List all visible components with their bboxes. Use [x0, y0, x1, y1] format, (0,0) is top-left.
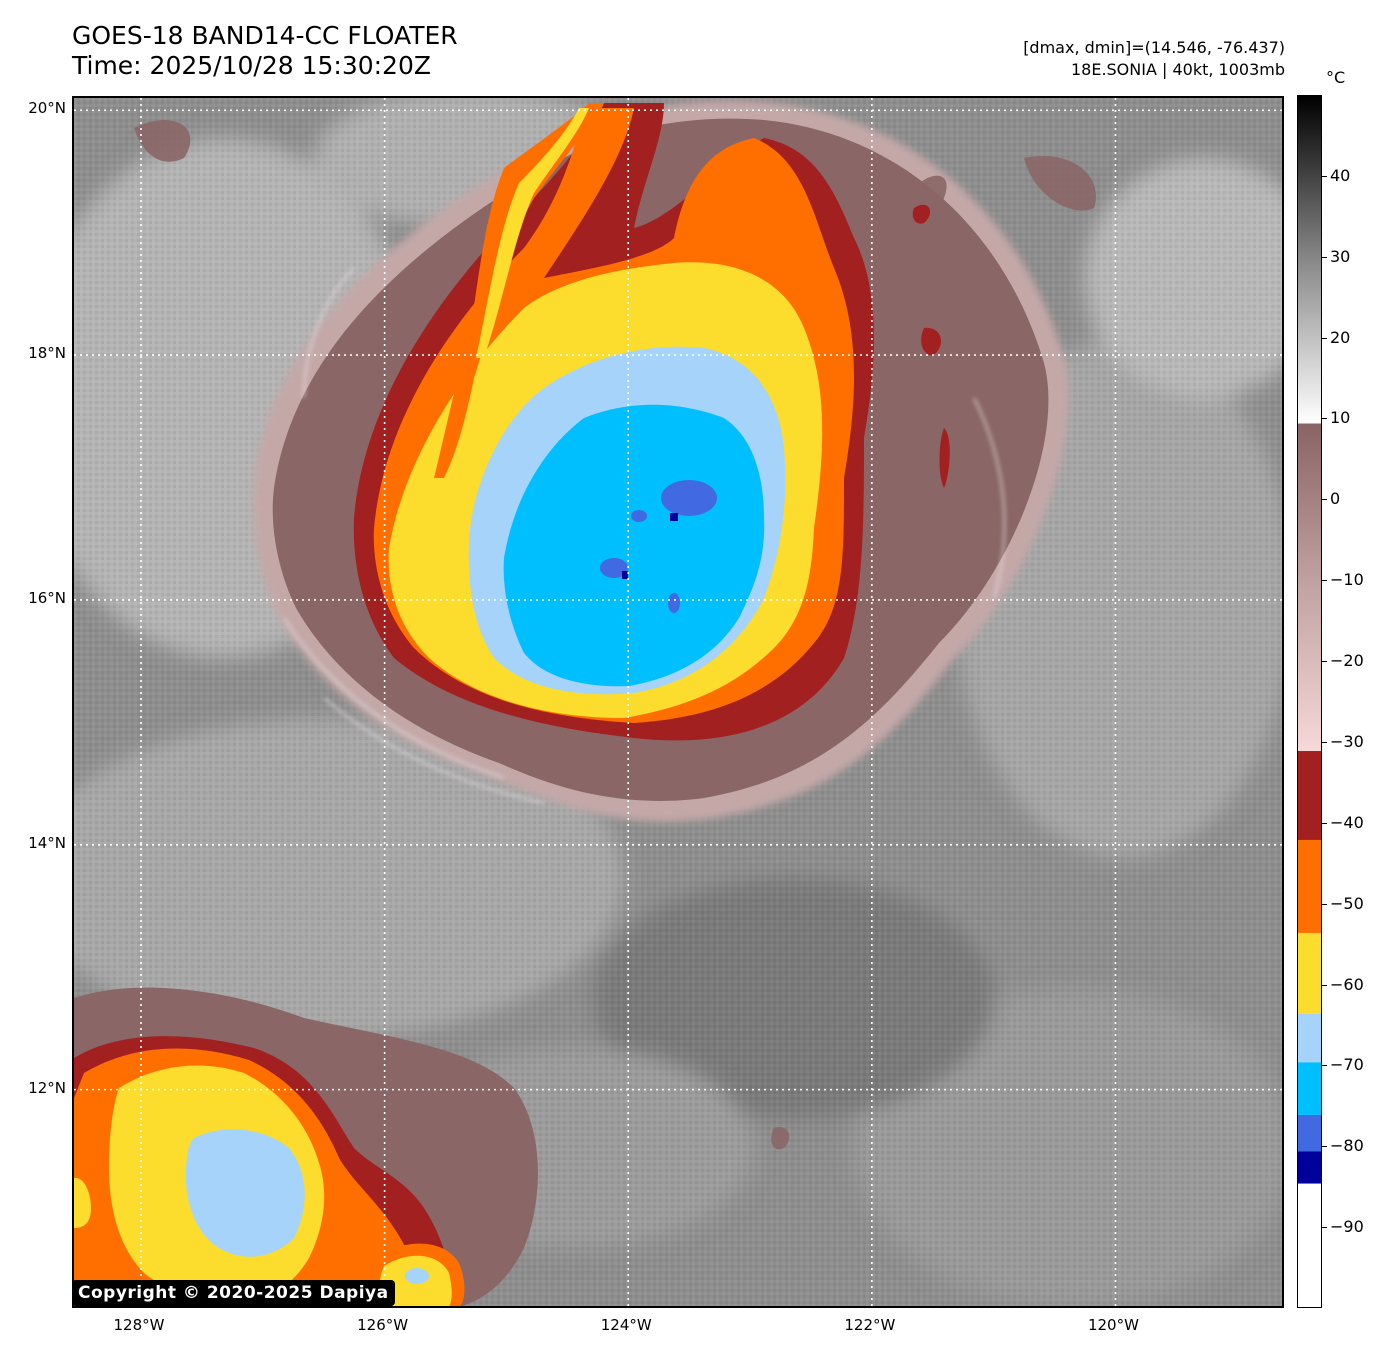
- colorbar-band: [1298, 1013, 1321, 1063]
- colorbar-label: 30: [1330, 246, 1351, 266]
- temperature-colorbar: [1297, 95, 1322, 1308]
- colorbar-tick: [1322, 1146, 1327, 1148]
- colorbar-unit: °C: [1326, 68, 1346, 87]
- lon-label: 128°W: [113, 1316, 165, 1334]
- colorbar-tick: [1322, 175, 1327, 177]
- range-info: [dmax, dmin]=(14.546, -76.437): [1023, 38, 1285, 57]
- lon-label: 126°W: [357, 1316, 409, 1334]
- storm-info: 18E.SONIA | 40kt, 1003mb: [1070, 60, 1285, 79]
- colorbar-label: −10: [1330, 570, 1364, 590]
- colorbar-tick: [1322, 580, 1327, 582]
- lon-label: 124°W: [600, 1316, 652, 1334]
- colorbar-label: −70: [1330, 1055, 1364, 1075]
- title-line-1: GOES-18 BAND14-CC FLOATER: [72, 21, 458, 50]
- lat-label: 18°N: [28, 344, 66, 363]
- satellite-image: [74, 98, 1282, 1306]
- colorbar-tick: [1322, 1065, 1327, 1067]
- colorbar-band: [1298, 96, 1321, 424]
- colorbar-tick: [1322, 256, 1327, 258]
- lat-label: 16°N: [28, 588, 66, 607]
- colorbar-band: [1298, 423, 1321, 752]
- colorbar-tick: [1322, 337, 1327, 339]
- colorbar-tick: [1322, 418, 1327, 420]
- colorbar-label: −80: [1330, 1136, 1364, 1156]
- colorbar-tick: [1322, 822, 1327, 824]
- storm-southwest: [74, 987, 538, 1306]
- colorbar-band: [1298, 1062, 1321, 1115]
- colorbar-label: −90: [1330, 1217, 1364, 1237]
- lat-label: 14°N: [28, 833, 66, 852]
- colorbar-label: −40: [1330, 812, 1364, 832]
- colorbar-label: 40: [1330, 165, 1351, 185]
- contour-minus-70: [503, 404, 765, 687]
- colorbar-label: −20: [1330, 651, 1364, 671]
- lat-label: 20°N: [28, 99, 66, 118]
- colorbar-label: −30: [1330, 731, 1364, 751]
- colorbar-label: −50: [1330, 893, 1364, 913]
- colorbar-band: [1298, 1183, 1321, 1307]
- colorbar-label: 20: [1330, 327, 1351, 347]
- storm-sonia: [252, 100, 1069, 822]
- lon-label: 122°W: [844, 1316, 896, 1334]
- satellite-map: [72, 96, 1284, 1308]
- lat-label: 12°N: [28, 1078, 66, 1097]
- colorbar-band: [1298, 1151, 1321, 1184]
- colorbar-band: [1298, 751, 1321, 840]
- title-line-2: Time: 2025/10/28 15:30:20Z: [72, 51, 431, 80]
- colorbar-tick: [1322, 499, 1327, 501]
- contour-minus-80: [600, 480, 717, 613]
- colorbar-tick: [1322, 661, 1327, 663]
- lat-lon-grid: [74, 98, 1282, 1306]
- copyright-badge: Copyright © 2020-2025 Dapiya: [72, 1280, 395, 1306]
- contour-minus-84: [622, 513, 678, 579]
- colorbar-tick: [1322, 1227, 1327, 1229]
- colorbar-label: −60: [1330, 974, 1364, 994]
- colorbar-label: 10: [1330, 408, 1351, 428]
- colorbar-label: 0: [1330, 489, 1341, 509]
- lon-label: 120°W: [1087, 1316, 1139, 1334]
- colorbar-gradient: [1298, 96, 1321, 1307]
- colorbar-tick: [1322, 741, 1327, 743]
- colorbar-band: [1298, 932, 1321, 1014]
- colorbar-tick: [1322, 984, 1327, 986]
- colorbar-band: [1298, 839, 1321, 933]
- colorbar-band: [1298, 1114, 1321, 1152]
- colorbar-tick: [1322, 903, 1327, 905]
